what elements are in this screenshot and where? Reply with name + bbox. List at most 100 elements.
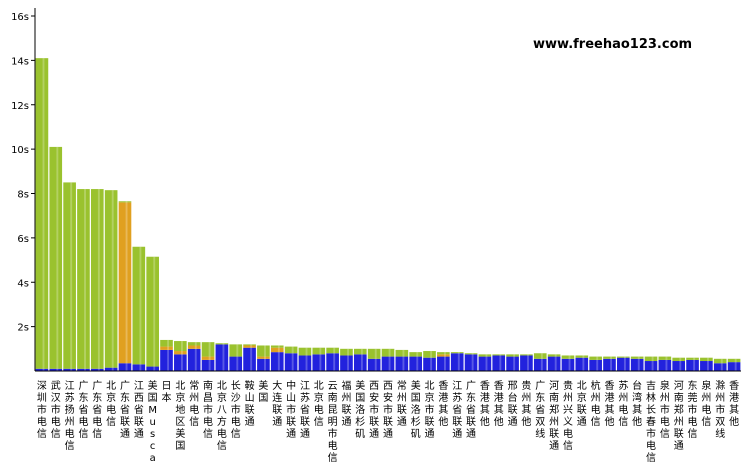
x-tick-label: 北京市联通 (425, 380, 435, 440)
bar-highlight (97, 189, 100, 371)
bar-highlight (139, 246, 142, 371)
x-tick-label: 北京联通 (577, 380, 587, 428)
bar-segment (104, 190, 118, 368)
bar-segment (520, 355, 533, 371)
bar-highlight (610, 356, 613, 371)
bar-segment (644, 356, 658, 362)
x-tick-label: 苏州电信 (618, 379, 628, 428)
bar-highlight (180, 341, 183, 371)
bar-segment (77, 368, 90, 371)
x-tick-label: 长沙市电信 (231, 380, 241, 440)
bar-segment (367, 348, 381, 359)
bar-segment (229, 356, 243, 371)
bar-segment (506, 354, 519, 357)
x-tick-label: 杭州电信 (591, 379, 601, 428)
bar-highlight (554, 354, 557, 371)
bar-segment (215, 344, 229, 372)
bar-segment (229, 344, 243, 357)
x-tick-label: 美国洛杉矶 (355, 379, 365, 440)
bar-segment (187, 345, 201, 349)
bar-segment (575, 355, 589, 358)
bar-segment (561, 358, 575, 371)
bar-segment (146, 256, 159, 367)
x-tick-label: 西安市联通 (369, 381, 379, 440)
bar-segment (160, 346, 173, 350)
x-tick-label: 江苏省联通 (300, 380, 310, 440)
bar-segment (547, 354, 561, 357)
bar-highlight (84, 189, 86, 371)
x-tick-label: 美国 (258, 379, 268, 404)
bar-segment (437, 352, 450, 355)
bar-segment (257, 356, 270, 359)
y-tick-label: 10s (11, 145, 29, 156)
x-tick-label: 香港其他 (480, 380, 490, 428)
x-tick-label: 常州联通 (397, 379, 407, 428)
bar-segment (35, 368, 49, 371)
bars-layer (35, 58, 741, 372)
bar-highlight (360, 348, 363, 371)
y-tick-label: 8s (17, 190, 29, 201)
x-tick-label: 南昌市电信 (203, 379, 213, 440)
bar-highlight (194, 342, 197, 371)
x-tick-label: 北京电信 (314, 380, 324, 428)
x-tick-label: 吉林长春市电信 (646, 380, 656, 463)
bar-highlight (250, 344, 253, 372)
bar-segment (478, 354, 492, 357)
bar-segment (492, 355, 506, 371)
bar-highlight (264, 345, 266, 371)
bar-segment (326, 353, 339, 371)
bar-segment (423, 351, 436, 358)
bar-segment (174, 341, 187, 352)
bar-segment (201, 359, 215, 371)
x-tick-label: 贵州其他 (521, 379, 531, 428)
bar-segment (298, 347, 312, 356)
bar-segment (257, 358, 270, 371)
bar-highlight (305, 347, 308, 371)
x-tick-label: 泉州市电信 (660, 379, 670, 440)
bar-segment (713, 363, 727, 371)
bar-segment (160, 349, 173, 371)
y-tick-label: 14s (11, 56, 29, 67)
bar-segment (381, 348, 395, 357)
bar-segment (187, 342, 201, 346)
bar-highlight (277, 345, 280, 371)
bar-segment (589, 356, 602, 360)
bar-segment (90, 189, 104, 369)
bar-highlight (291, 346, 294, 371)
bar-segment (409, 352, 422, 357)
x-axis-category-labels: 深圳市电信武汉市电信江苏扬州电信广东省电信广东省电信北京电信广东省联通江西省联通… (37, 379, 739, 463)
bar-segment (298, 355, 312, 371)
bar-segment (174, 354, 187, 371)
bar-segment (520, 354, 533, 356)
x-tick-label: 河南郑州联通 (549, 380, 559, 452)
bar-highlight (693, 357, 696, 371)
x-tick-label: 滁州市双线 (715, 379, 725, 440)
bar-highlight (56, 146, 59, 371)
bar-highlight (222, 343, 225, 371)
bar-segment (132, 364, 146, 371)
bar-segment (644, 361, 658, 371)
bar-highlight (485, 354, 488, 371)
bar-segment (409, 356, 422, 371)
bar-segment (63, 182, 76, 369)
y-axis-ticks: 2s 4s 6s 8s 10s 12s 14s 16s (11, 12, 35, 334)
bar-segment (174, 351, 187, 355)
bar-segment (450, 352, 464, 354)
bar-highlight (679, 357, 682, 371)
bar-segment (118, 201, 132, 203)
bar-segment (118, 363, 132, 371)
bar-segment (533, 358, 547, 371)
bar-segment (49, 368, 63, 371)
x-tick-label: 广东省电信 (78, 380, 88, 440)
bar-segment (478, 356, 492, 371)
x-tick-label: 泉州电信 (701, 379, 711, 428)
x-tick-label: 广东省电信 (92, 380, 102, 440)
bar-segment (35, 58, 49, 369)
bar-segment (506, 356, 519, 371)
bar-highlight (319, 347, 322, 371)
bar-segment (464, 353, 478, 355)
bar-segment (201, 342, 215, 357)
bar-segment (104, 367, 118, 371)
